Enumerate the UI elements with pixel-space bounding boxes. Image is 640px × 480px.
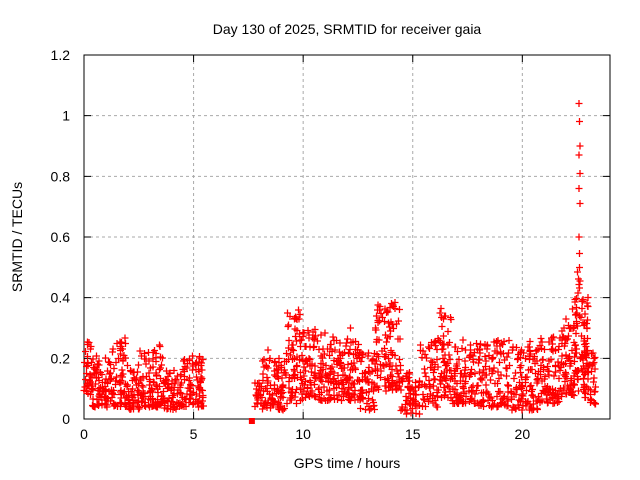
x-tick-label: 10 [295, 426, 311, 442]
scatter-points [80, 100, 599, 418]
y-tick-label: 1.2 [51, 47, 71, 63]
x-tick-label: 15 [405, 426, 421, 442]
y-tick-label: 0.4 [51, 290, 71, 306]
chart-title: Day 130 of 2025, SRMTID for receiver gai… [212, 21, 482, 37]
x-tick-label: 0 [80, 426, 88, 442]
y-tick-label: 0.2 [51, 350, 71, 366]
x-tick-label: 20 [515, 426, 531, 442]
tick-marks [83, 54, 610, 420]
y-axis-label: SRMTID / TECUs [9, 181, 25, 293]
y-tick-label: 1 [62, 108, 70, 124]
y-tick-label: 0 [62, 411, 70, 427]
gap-square-marker [248, 418, 255, 424]
y-tick-label: 0.6 [51, 229, 71, 245]
y-tick-label: 0.8 [51, 168, 71, 184]
x-tick-label: 5 [190, 426, 198, 442]
x-axis-label: GPS time / hours [293, 455, 401, 471]
